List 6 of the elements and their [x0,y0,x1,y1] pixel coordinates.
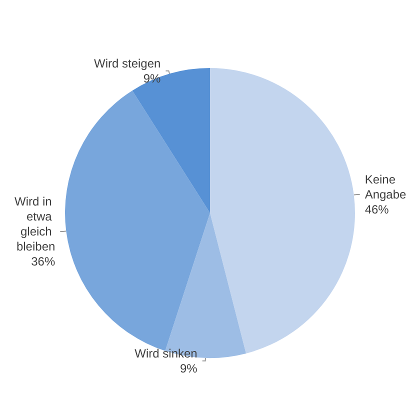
slice-label: Wird steigen [94,56,161,70]
data-label: 46% [364,202,390,216]
slice-label: Wird in etwa gleich bleiben [14,194,56,254]
data-label: 36% [31,254,56,269]
slice-label: Keine Angabe [364,172,407,202]
data-label: 9% [180,361,198,376]
